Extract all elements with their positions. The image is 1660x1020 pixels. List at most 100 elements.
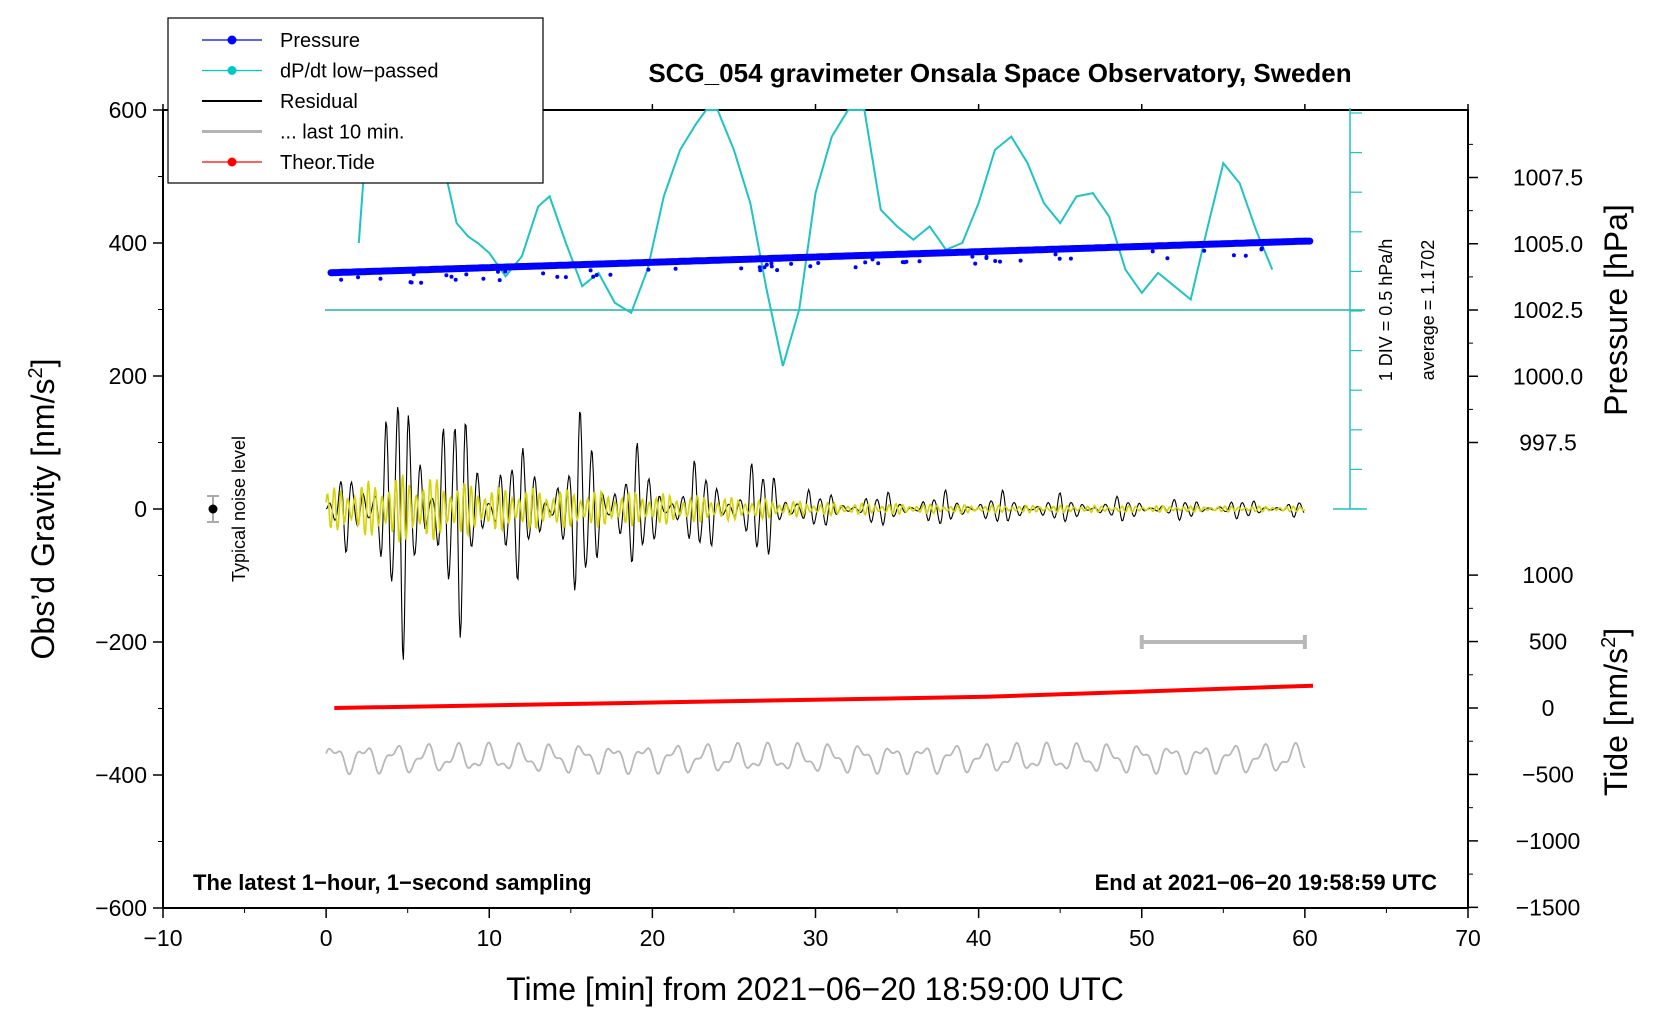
pressure-point [1053,252,1058,257]
pressure-point [481,276,486,281]
pressure-point [758,268,763,273]
div-note: 1 DIV = 0.5 hPa/h [1376,239,1396,382]
pressure-point [1150,249,1155,254]
tide-tick-label: −1500 [1516,894,1581,920]
div-scale [1333,108,1367,510]
tide-tick-label: 1000 [1522,562,1573,588]
pressure-point [863,260,868,265]
pressure-point [816,261,821,265]
pressure-point [870,257,875,262]
noise-level-indicator [207,495,219,523]
dpdt-line [357,109,1274,367]
pressure-point [775,268,780,273]
pressure-point [409,280,414,285]
footer-left: The latest 1−hour, 1−second sampling [193,870,592,895]
pressure-point [449,274,454,279]
pressure-point [739,266,744,271]
legend-label: ... last 10 min. [280,122,405,144]
pressure-point [496,269,500,274]
pressure-point [339,277,344,282]
y-axis-title-gravity-tail: ] [25,359,61,368]
pressure-point [497,278,502,283]
pressure-point [853,265,858,270]
legend-marker [227,157,237,167]
pressure-point [1259,247,1264,252]
pressure-point [1202,248,1207,253]
pressure-point [453,277,458,282]
y-axis-pressure: 997.5 1000.0 1002.5 1005.0 1007.5 [1468,143,1583,456]
noise-level-label: Typical noise level [229,436,249,582]
average-note: average = 1.1702 [1418,240,1438,381]
y-axis-title-tide-tail: ] [1598,628,1634,637]
noise-level-dot [208,504,218,514]
pressure-tick-label: 1002.5 [1513,297,1583,323]
legend-marker [227,66,237,75]
pressure-point [876,261,881,266]
y-tick-label: −200 [95,629,147,655]
pressure-point [998,259,1002,264]
pressure-point [789,261,794,266]
y-axis-title-pressure: Pressure [hPa] [1598,204,1634,416]
y-axis-title-gravity: Obs’d Gravity [nm/s2] [25,359,61,660]
tide-tick-label: 0 [1542,695,1555,721]
x-tick-label: 60 [1292,925,1318,951]
y-axis-title-gravity-main: Obs’d Gravity [nm/s [25,379,61,660]
y-tick-label: 0 [134,496,147,522]
pressure-point [973,261,978,266]
y-axis-title-tide-main: Tide [nm/s [1598,648,1634,796]
pressure-point [594,273,599,277]
pressure-point [917,259,922,264]
x-tick-label: 10 [476,925,502,951]
pressure-point [757,265,762,270]
pressure-trend [327,237,1314,277]
x-tick-label: 70 [1455,925,1481,951]
pressure-point [378,276,383,281]
pressure-tick-label: 997.5 [1519,430,1577,456]
residual-line [325,407,1305,660]
pressure-point [1068,256,1073,261]
pressure-point [769,264,774,269]
pressure-tick-label: 1000.0 [1513,363,1583,389]
y-axis-title-gravity-sup: 2 [25,367,47,378]
pressure-point [1243,253,1248,258]
pressure-point [563,275,568,280]
footer-right: End at 2021−06−20 19:58:59 UTC [1095,870,1438,895]
pressure-point [608,272,613,277]
legend-item: ... last 10 min. [202,122,405,144]
legend-label: Pressure [280,30,360,52]
pressure-point [1057,256,1062,261]
y-tick-label: 200 [109,363,147,389]
legend-item: Pressure [202,30,360,52]
pressure-point [588,268,593,273]
pressure-point [902,260,907,265]
pressure-point [808,264,813,269]
pressure-point [970,254,975,259]
y-axis-title-tide: Tide [nm/s2] [1598,628,1634,796]
y-axis-tide: −1500 −1000 −500 0 500 1000 [1468,562,1580,920]
legend-item: Theor.Tide [202,152,375,174]
x-tick-label: 40 [966,925,992,951]
pressure-point [1231,253,1236,258]
pressure-point [419,280,424,285]
pressure-point [646,267,651,272]
legend-item: dP/dt low−passed [202,61,438,83]
pressure-point [769,261,774,266]
residual-last10-line [325,741,1306,776]
y-axis-title-tide-sup: 2 [1598,637,1620,648]
x-tick-label: 30 [803,925,829,951]
y-tick-label: −400 [95,762,147,788]
residual-lowpass-line [325,474,1306,543]
legend-marker [227,35,237,45]
chart-title: SCG_054 gravimeter Onsala Space Observat… [648,58,1351,88]
pressure-point [673,266,678,271]
legend-item: Residual [202,91,358,113]
pressure-tick-label: 1007.5 [1513,165,1583,191]
x-axis-title: Time [min] from 2021−06−20 18:59:00 UTC [506,971,1124,1007]
legend-label: Theor.Tide [280,152,375,174]
tide-tick-label: 500 [1529,629,1567,655]
pressure-point [993,259,998,263]
pressure-point [591,274,596,279]
pressure-point [444,273,449,278]
last10-bar [1139,635,1307,649]
